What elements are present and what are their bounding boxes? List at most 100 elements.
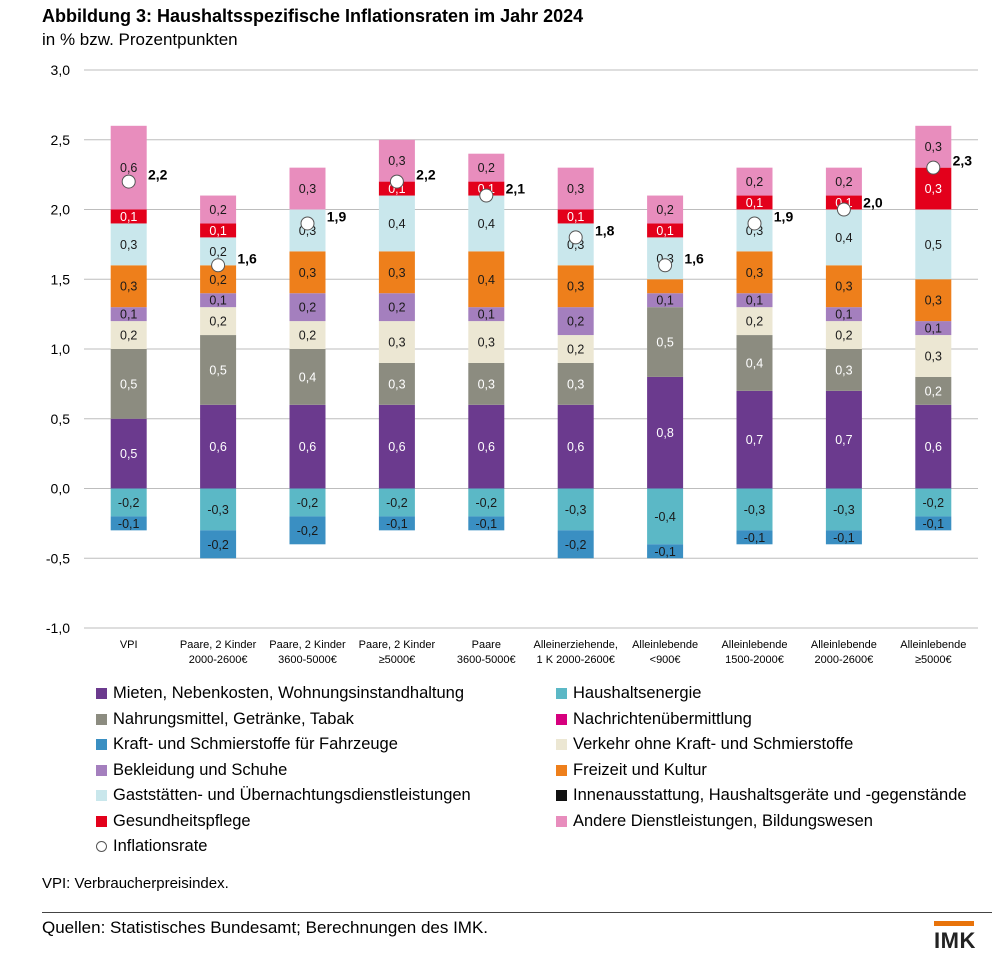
- legend-entry: Inflationsrate: [96, 837, 207, 856]
- bar-segment: [200, 195, 237, 224]
- bar-segment: [200, 530, 237, 559]
- bar-segment-label: 0,1: [656, 224, 673, 238]
- bar-segment: [378, 293, 415, 322]
- stacked-bar-chart: 3,0 2,5 2,0 1,5 1,0 0,5 0,0 -0,5 -1,0 0,5 0,5 0,2 0,…: [46, 62, 978, 666]
- legend-entry: Nahrungsmittel, Getränke, Tabak: [96, 710, 354, 729]
- bar-segment-label: 0,3: [925, 140, 942, 154]
- bar-segment-label: 0,5: [656, 336, 673, 350]
- bar-segment: [289, 321, 326, 349]
- bar-segment: [825, 265, 862, 308]
- x-tick-label: 2000-2600€: [815, 654, 874, 666]
- bar-segment-label: 0,2: [478, 161, 495, 175]
- bar-segment-label: 0,2: [388, 301, 405, 315]
- bar-segment: [736, 390, 773, 489]
- bar-segment: [825, 321, 862, 349]
- x-tick-label: Paare: [472, 639, 501, 651]
- source-note: Quellen: Statistisches Bundesamt; Berech…: [42, 918, 489, 937]
- bar-segment-label: -0,3: [565, 503, 587, 517]
- logo-accent-bar: [934, 921, 974, 926]
- bar-segment: [200, 293, 237, 308]
- bar-segment-label: 0,2: [835, 329, 852, 343]
- bar-segment-label: 0,1: [120, 210, 137, 224]
- bar-segment: [736, 530, 773, 545]
- bar-segment: [915, 376, 952, 405]
- bar-segment: [557, 307, 594, 336]
- bar-segment-label: -0,1: [476, 517, 498, 531]
- chart-subtitle: in % bzw. Prozentpunkten: [42, 30, 238, 49]
- bar-segment: [557, 335, 594, 363]
- legend-swatch: [556, 815, 567, 827]
- bar-segment: [736, 167, 773, 196]
- bar-segment: [825, 349, 862, 391]
- bar-segment: [289, 488, 326, 517]
- bar-segment: [468, 195, 505, 252]
- y-tick-label: 0,5: [51, 411, 71, 427]
- legend-entry: Verkehr ohne Kraft- und Schmierstoffe: [556, 735, 853, 754]
- bar-segment: [110, 516, 147, 531]
- bar-segment-label: -0,2: [297, 496, 319, 510]
- legend-circle-icon: [96, 841, 107, 852]
- bar-segment: [200, 223, 237, 238]
- footnote: VPI: Verbraucherpreisindex.: [42, 875, 229, 892]
- y-tick-label: 0,0: [51, 481, 71, 497]
- inflation-rate-marker: [121, 174, 136, 189]
- legend-entry: Andere Dienstleistungen, Bildungswesen: [556, 812, 873, 831]
- bar-segment: [915, 404, 952, 489]
- inflation-rate-label: 2,2: [416, 167, 436, 183]
- legend-swatch: [96, 815, 107, 827]
- bar-segment-label: -0,3: [207, 503, 229, 517]
- bar-segment-label: -0,1: [118, 517, 140, 531]
- bar-segment-label: 0,3: [835, 280, 852, 294]
- bar-segment: [825, 307, 862, 322]
- x-tick-label: 3600-5000€: [278, 654, 337, 666]
- bar-segment: [468, 251, 505, 308]
- bar-segment-label: 0,2: [299, 329, 316, 343]
- bar-segment: [110, 209, 147, 224]
- bar-segment-label: 0,1: [209, 294, 226, 308]
- x-tick-label: Alleinlebende: [721, 639, 787, 651]
- bar-segment: [915, 335, 952, 377]
- bar-segment: [647, 376, 684, 489]
- bar-segment-label: -0,2: [207, 538, 229, 552]
- bar-segment-label: 0,3: [567, 280, 584, 294]
- bar-segment-label: 0,2: [209, 315, 226, 329]
- bar-segment-label: 0,6: [567, 440, 584, 454]
- bar-segment-label: 0,1: [746, 294, 763, 308]
- x-tick-label: ≥5000€: [915, 654, 952, 666]
- bar-segment: [915, 516, 952, 531]
- bar-segment: [110, 223, 147, 266]
- legend-entry: Gaststätten- und Übernachtungsdienstleis…: [96, 786, 471, 805]
- bar-segment-label: 0,1: [209, 224, 226, 238]
- inflation-rate-marker: [568, 230, 583, 245]
- x-tick-label: Paare, 2 Kinder: [269, 639, 346, 651]
- footer-divider: [42, 912, 992, 913]
- bar-segment-label: 0,2: [567, 315, 584, 329]
- bar-segment-label: 0,3: [299, 266, 316, 280]
- bar-segment-label: 0,2: [925, 384, 942, 398]
- bar-segment-label: 0,2: [746, 175, 763, 189]
- bar-segment-label: -0,1: [923, 517, 945, 531]
- bar-segment-label: 0,2: [209, 203, 226, 217]
- x-tick-label: ≥5000€: [379, 654, 416, 666]
- bar-segment: [557, 265, 594, 308]
- bar-segment: [378, 362, 415, 405]
- bar-segment-label: 0,3: [925, 349, 942, 363]
- bar-segment: [557, 530, 594, 559]
- y-tick-label: 1,0: [51, 341, 71, 357]
- bar-segment-label: 0,2: [120, 329, 137, 343]
- inflation-rate-marker: [211, 258, 226, 273]
- inflation-rate-marker: [479, 188, 494, 203]
- legend-label: Andere Dienstleistungen, Bildungswesen: [573, 811, 873, 830]
- legend-swatch: [96, 688, 107, 699]
- bar-segment: [110, 265, 147, 308]
- bar-segment: [378, 516, 415, 531]
- bar-segment: [468, 307, 505, 322]
- bar-segment: [736, 335, 773, 391]
- bar-segment: [915, 488, 952, 517]
- bar-segment: [110, 307, 147, 322]
- bar-segment-label: -0,1: [744, 531, 766, 545]
- bar-segment-label: -0,2: [476, 496, 498, 510]
- bar-segment-label: 0,6: [925, 440, 942, 454]
- bar-segment-label: 0,1: [120, 308, 137, 322]
- bar-segment-label: 0,4: [835, 231, 852, 245]
